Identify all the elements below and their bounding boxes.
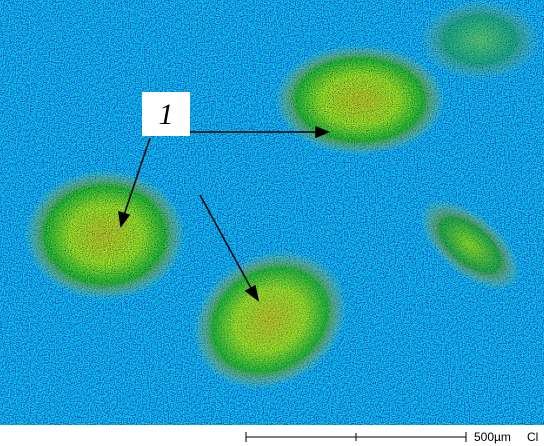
scale-length: 500µm	[474, 430, 511, 444]
label: 1	[159, 98, 174, 131]
scale-bar	[246, 432, 466, 442]
map-image	[0, 0, 544, 425]
element-name: Cl	[527, 430, 538, 444]
element-map: 1 500µm Cl	[0, 0, 544, 446]
